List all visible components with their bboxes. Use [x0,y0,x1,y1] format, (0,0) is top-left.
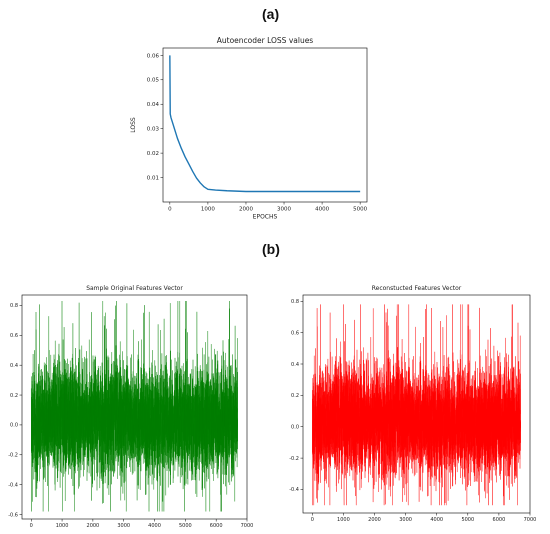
series-line-1 [312,304,521,506]
x-tick-label: 5000 [353,207,367,213]
x-tick-label: 2000 [368,517,381,523]
plot-area [31,300,238,512]
x-tick-label: 0 [311,517,314,523]
y-tick-label: -0.4 [289,487,299,493]
x-axis-label: EPOCHS [253,214,278,221]
series-line-1 [31,300,238,512]
axes-frame [302,294,531,514]
y-tick-label: 0.8 [291,299,299,305]
x-tick-label: 0 [168,207,172,213]
x-tick-label: 2000 [87,523,100,529]
x-tick-label: 7000 [524,517,537,523]
x-tick-label: 3000 [277,207,291,213]
y-axis-label: LOSS [130,117,137,133]
y-tick-label: 0.6 [10,333,18,339]
y-tick-label: 0.0 [291,424,299,430]
chart-1: 0 1000 2000 3000 4000 5000 0.01 0.02 0.03 0.04 0.0… [130,36,368,221]
x-tick-label: 0 [30,523,33,529]
axes-frame [162,47,368,203]
chart-3: 0 1000 2000 3000 4000 5000 6000 7000 -0.4 -0.2 0.0… [289,285,536,523]
y-tick-label: 0.2 [10,393,18,399]
y-tick-label: 0.8 [10,303,18,309]
axes-frame [21,294,248,520]
plot-area [312,304,521,506]
x-tick-label: 1000 [56,523,69,529]
x-tick-label: 7000 [241,523,254,529]
x-tick-label: 5000 [461,517,474,523]
x-tick-label: 4000 [148,523,161,529]
x-tick-label: 2000 [239,207,253,213]
chart-title: Autoencoder LOSS values [217,36,314,45]
series-line-1 [169,55,361,193]
y-tick-label: -0.6 [8,512,18,518]
y-tick-label: 0.01 [147,175,159,181]
y-tick-label: -0.4 [8,482,18,488]
y-tick-label: 0.06 [147,53,160,59]
x-tick-label: 5000 [179,523,192,529]
y-tick-label: 0.4 [291,362,299,368]
y-tick-label: 0.03 [147,127,160,133]
panel-label-a: (a) [262,6,280,22]
x-tick-label: 6000 [493,517,506,523]
x-tick-label: 6000 [210,523,223,529]
chart-title: Reconstucted Features Vector [372,285,462,292]
x-tick-label: 3000 [117,523,130,529]
chart-2: 0 1000 2000 3000 4000 5000 6000 7000 -0.6 -0.4 -0.… [8,285,253,529]
y-tick-label: 0.2 [291,393,299,399]
y-tick-label: 0.4 [10,363,18,369]
x-tick-label: 1000 [337,517,350,523]
y-tick-label: 0.05 [147,78,160,84]
y-tick-label: -0.2 [289,456,299,462]
panel-label-b: (b) [262,241,280,257]
plot-area [169,55,361,193]
y-tick-label: 0.6 [291,330,299,336]
chart-title: Sample Original Features Vector [86,285,183,292]
x-tick-label: 4000 [315,207,329,213]
x-tick-label: 1000 [201,207,215,213]
y-tick-label: 0.04 [147,102,160,108]
y-tick-label: 0.0 [10,423,18,429]
y-tick-label: -0.2 [8,453,18,459]
y-tick-label: 0.02 [147,151,159,157]
x-tick-label: 3000 [399,517,412,523]
x-tick-label: 4000 [430,517,443,523]
